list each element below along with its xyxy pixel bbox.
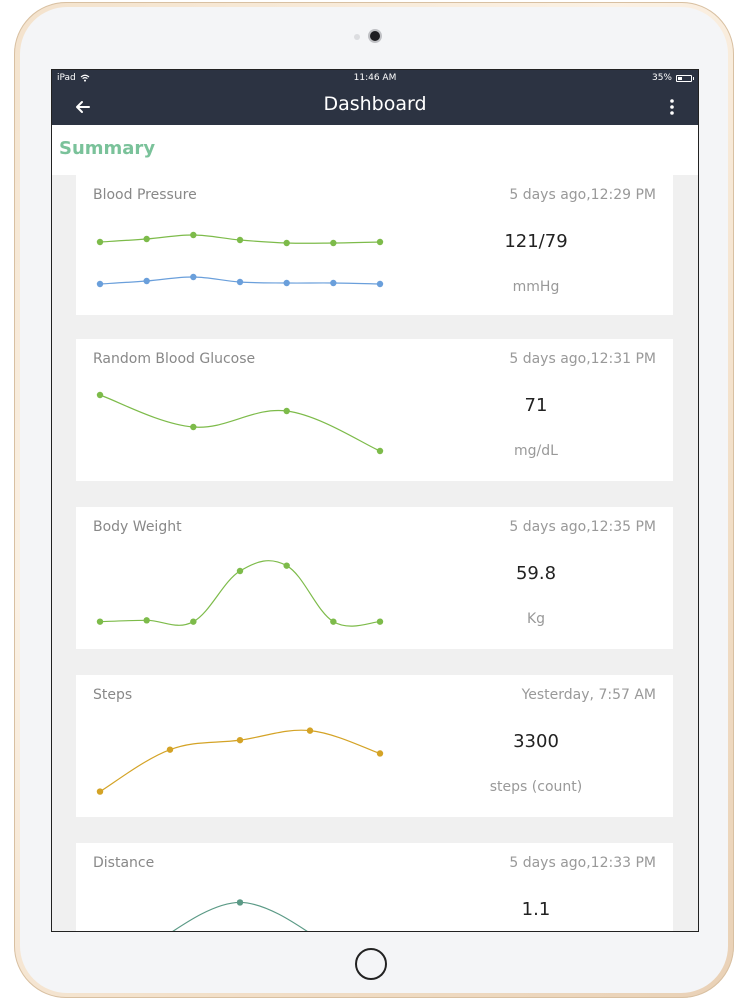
card-title: Steps: [93, 687, 133, 703]
data-point-0-3: [306, 727, 314, 734]
card-unit: steps (count): [489, 779, 583, 795]
data-point-1-6: [376, 280, 384, 288]
data-point-1-3: [236, 278, 244, 286]
data-point-0-1: [143, 235, 150, 243]
data-point-0-2: [283, 407, 290, 415]
card-value: 3300: [513, 731, 559, 752]
card-value: 1.1: [521, 899, 551, 920]
data-point-0-2: [190, 618, 197, 625]
body-weight-chart: [96, 560, 384, 627]
card-value: 71: [524, 395, 548, 416]
card-timestamp: 5 days ago,12:29 PM: [509, 187, 656, 203]
device-label: iPad: [57, 73, 76, 83]
data-point-1-2: [190, 273, 197, 281]
camera-icon: [370, 31, 380, 41]
card-unit: Kg: [526, 611, 546, 627]
card-timestamp: 5 days ago,12:35 PM: [509, 519, 656, 535]
summary-header: Summary: [52, 125, 698, 175]
card-steps[interactable]: Steps Yesterday, 7:57 AM 3300 steps (cou…: [76, 675, 673, 817]
data-point-1-0: [96, 280, 104, 288]
battery-icon: [676, 74, 694, 82]
card-title: Random Blood Glucose: [93, 351, 256, 367]
series-line-0: [172, 901, 308, 931]
blood-pressure-chart: [96, 231, 384, 288]
steps-chart: [96, 727, 384, 795]
data-point-0-1: [166, 746, 174, 753]
card-title: Blood Pressure: [93, 187, 197, 203]
card-blood-pressure[interactable]: Blood Pressure 5 days ago,12:29 PM 121/7…: [76, 175, 673, 315]
distance-chart: [172, 899, 308, 931]
battery-percent: 35%: [651, 73, 672, 83]
more-vertical-icon[interactable]: [664, 95, 680, 119]
card-title: Body Weight: [93, 519, 182, 535]
data-point-1-5: [330, 279, 337, 287]
data-point-1-4: [283, 279, 290, 287]
card-value: 59.8: [515, 563, 557, 584]
card-unit: mg/dL: [514, 443, 558, 459]
arrow-left-icon[interactable]: [70, 94, 96, 120]
card-body-weight[interactable]: Body Weight 5 days ago,12:35 PM 59.8 Kg: [76, 507, 673, 649]
data-point-0-0: [96, 788, 104, 795]
card-blood-glucose[interactable]: Random Blood Glucose 5 days ago,12:31 PM…: [76, 339, 673, 481]
wifi-icon: [80, 74, 90, 82]
data-point-0-0: [96, 618, 104, 625]
data-point-0-1: [236, 899, 244, 906]
data-point-0-5: [330, 618, 337, 625]
data-point-0-3: [376, 447, 384, 455]
data-point-0-1: [143, 617, 150, 624]
data-point-0-6: [376, 618, 384, 625]
page-title: Dashboard: [323, 93, 427, 115]
app-screen: iPad 11:46 AM 35% Dashboard Summary Bloo…: [51, 69, 699, 932]
data-point-0-4: [283, 239, 290, 247]
data-point-0-3: [236, 236, 244, 244]
data-point-0-4: [283, 562, 290, 569]
status-time: 11:46 AM: [353, 73, 397, 83]
card-distance[interactable]: Distance 5 days ago,12:33 PM 1.1: [76, 843, 673, 931]
series-line-0: [99, 394, 381, 452]
card-timestamp: Yesterday, 7:57 AM: [521, 687, 656, 703]
data-point-0-0: [96, 238, 104, 246]
data-point-0-5: [330, 239, 337, 247]
card-timestamp: 5 days ago,12:33 PM: [509, 855, 656, 871]
status-bar: iPad 11:46 AM 35%: [52, 70, 698, 88]
data-point-1-1: [143, 277, 150, 285]
data-point-0-4: [376, 750, 384, 757]
blood-glucose-chart: [96, 391, 384, 455]
data-point-0-6: [376, 238, 384, 246]
card-value: 121/79: [504, 231, 568, 252]
section-title: Summary: [59, 138, 156, 159]
data-point-0-3: [236, 567, 244, 575]
data-point-0-2: [236, 736, 244, 744]
home-button[interactable]: [355, 948, 387, 980]
nav-bar: Dashboard: [52, 88, 698, 125]
data-point-0-1: [190, 423, 197, 431]
card-title: Distance: [93, 855, 155, 871]
light-sensor: [354, 34, 360, 40]
card-unit: mmHg: [512, 279, 560, 295]
card-timestamp: 5 days ago,12:31 PM: [509, 351, 656, 367]
data-point-0-2: [190, 231, 197, 239]
data-point-0-0: [96, 391, 104, 399]
